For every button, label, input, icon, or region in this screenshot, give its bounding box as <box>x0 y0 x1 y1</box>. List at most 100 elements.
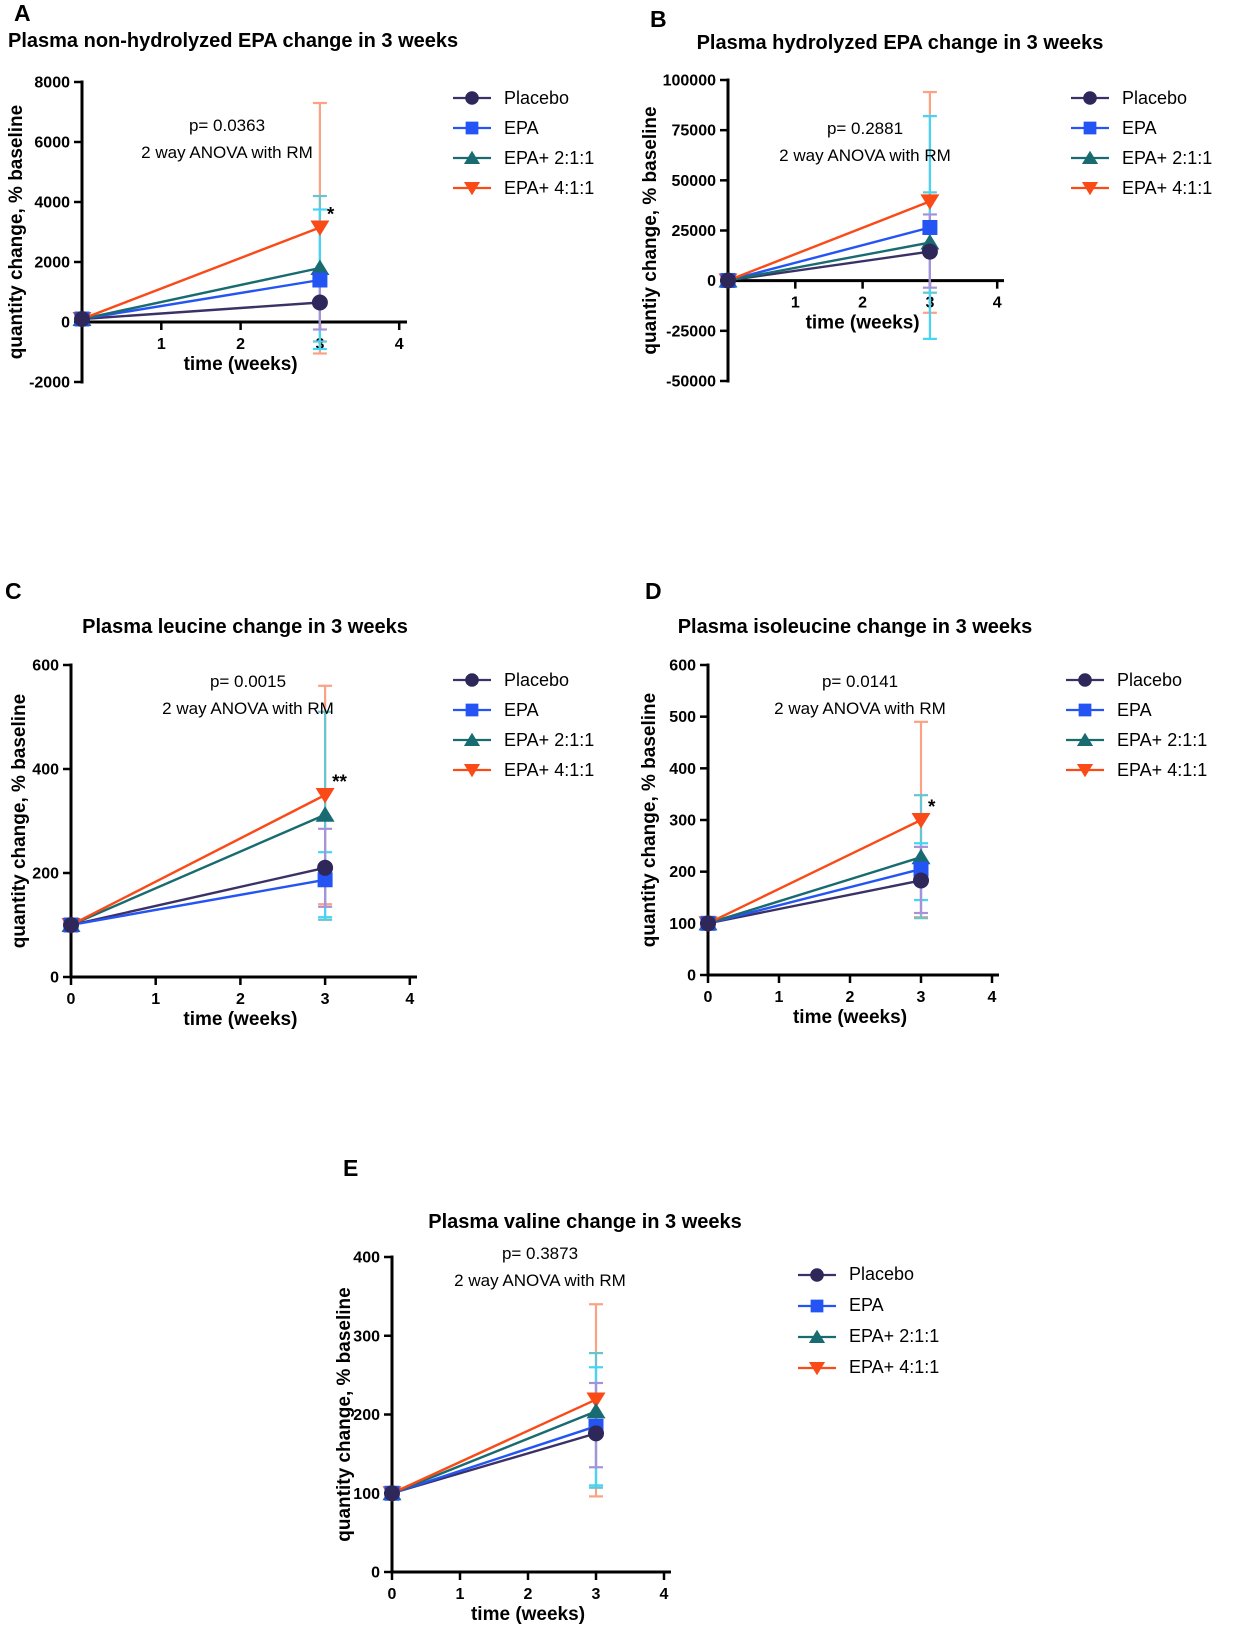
legend-marker-glyph <box>463 150 481 164</box>
legend: Placebo EPA EPA+ 2:1:1 EPA+ 4:1:1 <box>795 1259 939 1383</box>
x-tick-label: 1 <box>151 991 160 1008</box>
stats-annotation: p= 0.0015 2 way ANOVA with RM <box>118 668 378 722</box>
stats-annotation: p= 0.0363 2 way ANOVA with RM <box>97 112 357 166</box>
epa-211-marker-icon <box>453 150 491 164</box>
marker-epa211-week3 <box>315 806 335 822</box>
y-tick-label: 8000 <box>34 75 70 92</box>
legend-label: EPA+ 2:1:1 <box>1122 147 1213 168</box>
series-line-epa411 <box>707 818 922 925</box>
epa-marker-icon <box>1071 121 1109 135</box>
epa-211-marker-icon <box>453 732 491 746</box>
p-value-text: p= 0.0141 <box>821 672 899 691</box>
series-line-placebo <box>70 866 326 927</box>
legend-item-placebo: Placebo <box>450 83 594 113</box>
marker-placebo-week3 <box>921 243 938 260</box>
chart-title: Plasma valine change in 3 weeks <box>428 1211 742 1233</box>
legend-label: EPA+ 4:1:1 <box>504 759 595 780</box>
legend-marker-glyph <box>810 1267 824 1282</box>
legend-marker-glyph <box>465 673 479 687</box>
legend-item-epa: EPA <box>795 1290 939 1321</box>
y-axis-title: quantity change, % baseline <box>334 1287 355 1541</box>
epa-411-marker-icon <box>453 182 491 196</box>
anova-method-text: 2 way ANOVA with RM <box>774 699 946 718</box>
legend-label: EPA+ 4:1:1 <box>849 1357 940 1377</box>
x-tick-label: 2 <box>236 336 245 353</box>
series-line-epa <box>70 878 326 927</box>
placebo-marker-icon <box>798 1267 836 1282</box>
anova-method-text: 2 way ANOVA with RM <box>779 146 951 165</box>
epa-211-marker-icon <box>798 1329 836 1343</box>
x-tick-label: 3 <box>917 989 926 1006</box>
legend-marker-glyph <box>463 732 481 746</box>
p-value-text: p= 0.0015 <box>209 672 287 691</box>
y-tick-label: 300 <box>669 813 696 830</box>
legend-marker-glyph <box>808 1361 826 1375</box>
stats-annotation: p= 0.2881 2 way ANOVA with RM <box>735 115 995 169</box>
legend-label: EPA+ 2:1:1 <box>849 1326 940 1346</box>
legend-label: EPA+ 4:1:1 <box>1117 759 1208 780</box>
legend: Placebo EPA EPA+ 2:1:1 EPA+ 4:1:1 <box>1068 83 1212 203</box>
stats-annotation: p= 0.3873 2 way ANOVA with RM <box>410 1240 670 1294</box>
legend-label: EPA <box>1122 117 1157 138</box>
legend-item-placebo: Placebo <box>450 665 594 695</box>
y-tick-label: 300 <box>353 1328 380 1345</box>
series-line-epa211 <box>70 813 326 927</box>
anova-method-text: 2 way ANOVA with RM <box>454 1271 626 1290</box>
anova-method-text: 2 way ANOVA with RM <box>162 699 334 718</box>
anova-method-text: 2 way ANOVA with RM <box>141 143 313 162</box>
legend-item-placebo: Placebo <box>1063 665 1207 695</box>
series-line-epa211 <box>727 241 931 282</box>
x-axis-title: time (weeks) <box>806 313 920 334</box>
legend-label: EPA <box>849 1295 884 1315</box>
legend-item-epa-211: EPA+ 2:1:1 <box>795 1321 939 1352</box>
legend-marker-glyph <box>1083 91 1097 105</box>
marker-epa211-week3 <box>310 259 330 275</box>
legend-item-placebo: Placebo <box>795 1259 939 1290</box>
marker-placebo-week0 <box>700 915 716 932</box>
legend-item-epa-411: EPA+ 4:1:1 <box>1068 173 1212 203</box>
y-axis-title: quantiy change, % baseline <box>640 106 661 354</box>
y-tick-label: 200 <box>669 864 696 881</box>
marker-epa211-week3 <box>911 848 931 865</box>
legend-marker-glyph <box>465 703 479 717</box>
placebo-marker-icon <box>1066 673 1104 687</box>
legend-marker-glyph <box>1083 121 1097 135</box>
legend-marker-glyph <box>465 91 479 105</box>
legend-marker-glyph <box>808 1329 826 1343</box>
y-tick-label: 100000 <box>663 73 716 90</box>
legend-label: EPA+ 4:1:1 <box>504 177 595 198</box>
legend-label: EPA <box>504 117 539 138</box>
marker-placebo-week3 <box>913 872 929 889</box>
legend-marker-glyph <box>1078 703 1092 717</box>
x-tick-label: 0 <box>67 991 76 1008</box>
legend-label: EPA <box>504 699 539 720</box>
y-tick-label: 600 <box>669 658 696 675</box>
y-tick-label: 200 <box>353 1407 380 1424</box>
legend-label: EPA+ 2:1:1 <box>504 147 595 168</box>
series-line-epa <box>707 867 922 925</box>
legend-marker-glyph <box>1076 732 1094 746</box>
series-line-epa <box>727 226 931 282</box>
marker-epa411-week3 <box>315 788 335 804</box>
y-tick-label: 600 <box>32 658 59 675</box>
epa-411-marker-icon <box>453 764 491 778</box>
epa-411-marker-icon <box>1066 764 1104 778</box>
legend-label: Placebo <box>1122 87 1188 108</box>
marker-epa411-week3 <box>911 813 931 829</box>
series-line-epa411 <box>81 226 321 321</box>
legend-item-epa: EPA <box>1063 695 1207 725</box>
series-line-epa411 <box>727 200 931 282</box>
y-axis-title: quantity change, % baseline <box>639 693 660 947</box>
y-tick-label: 4000 <box>34 195 70 212</box>
epa-211-marker-icon <box>1071 150 1109 164</box>
y-tick-label: 6000 <box>34 135 70 152</box>
y-tick-label: 400 <box>353 1250 380 1267</box>
x-tick-label: 4 <box>395 336 404 353</box>
chart-title: Plasma leucine change in 3 weeks <box>82 616 408 638</box>
y-tick-label: 0 <box>687 968 696 985</box>
panel-letter: B <box>650 6 667 32</box>
series-line-epa211 <box>707 856 922 925</box>
y-tick-label: -2000 <box>29 375 70 392</box>
